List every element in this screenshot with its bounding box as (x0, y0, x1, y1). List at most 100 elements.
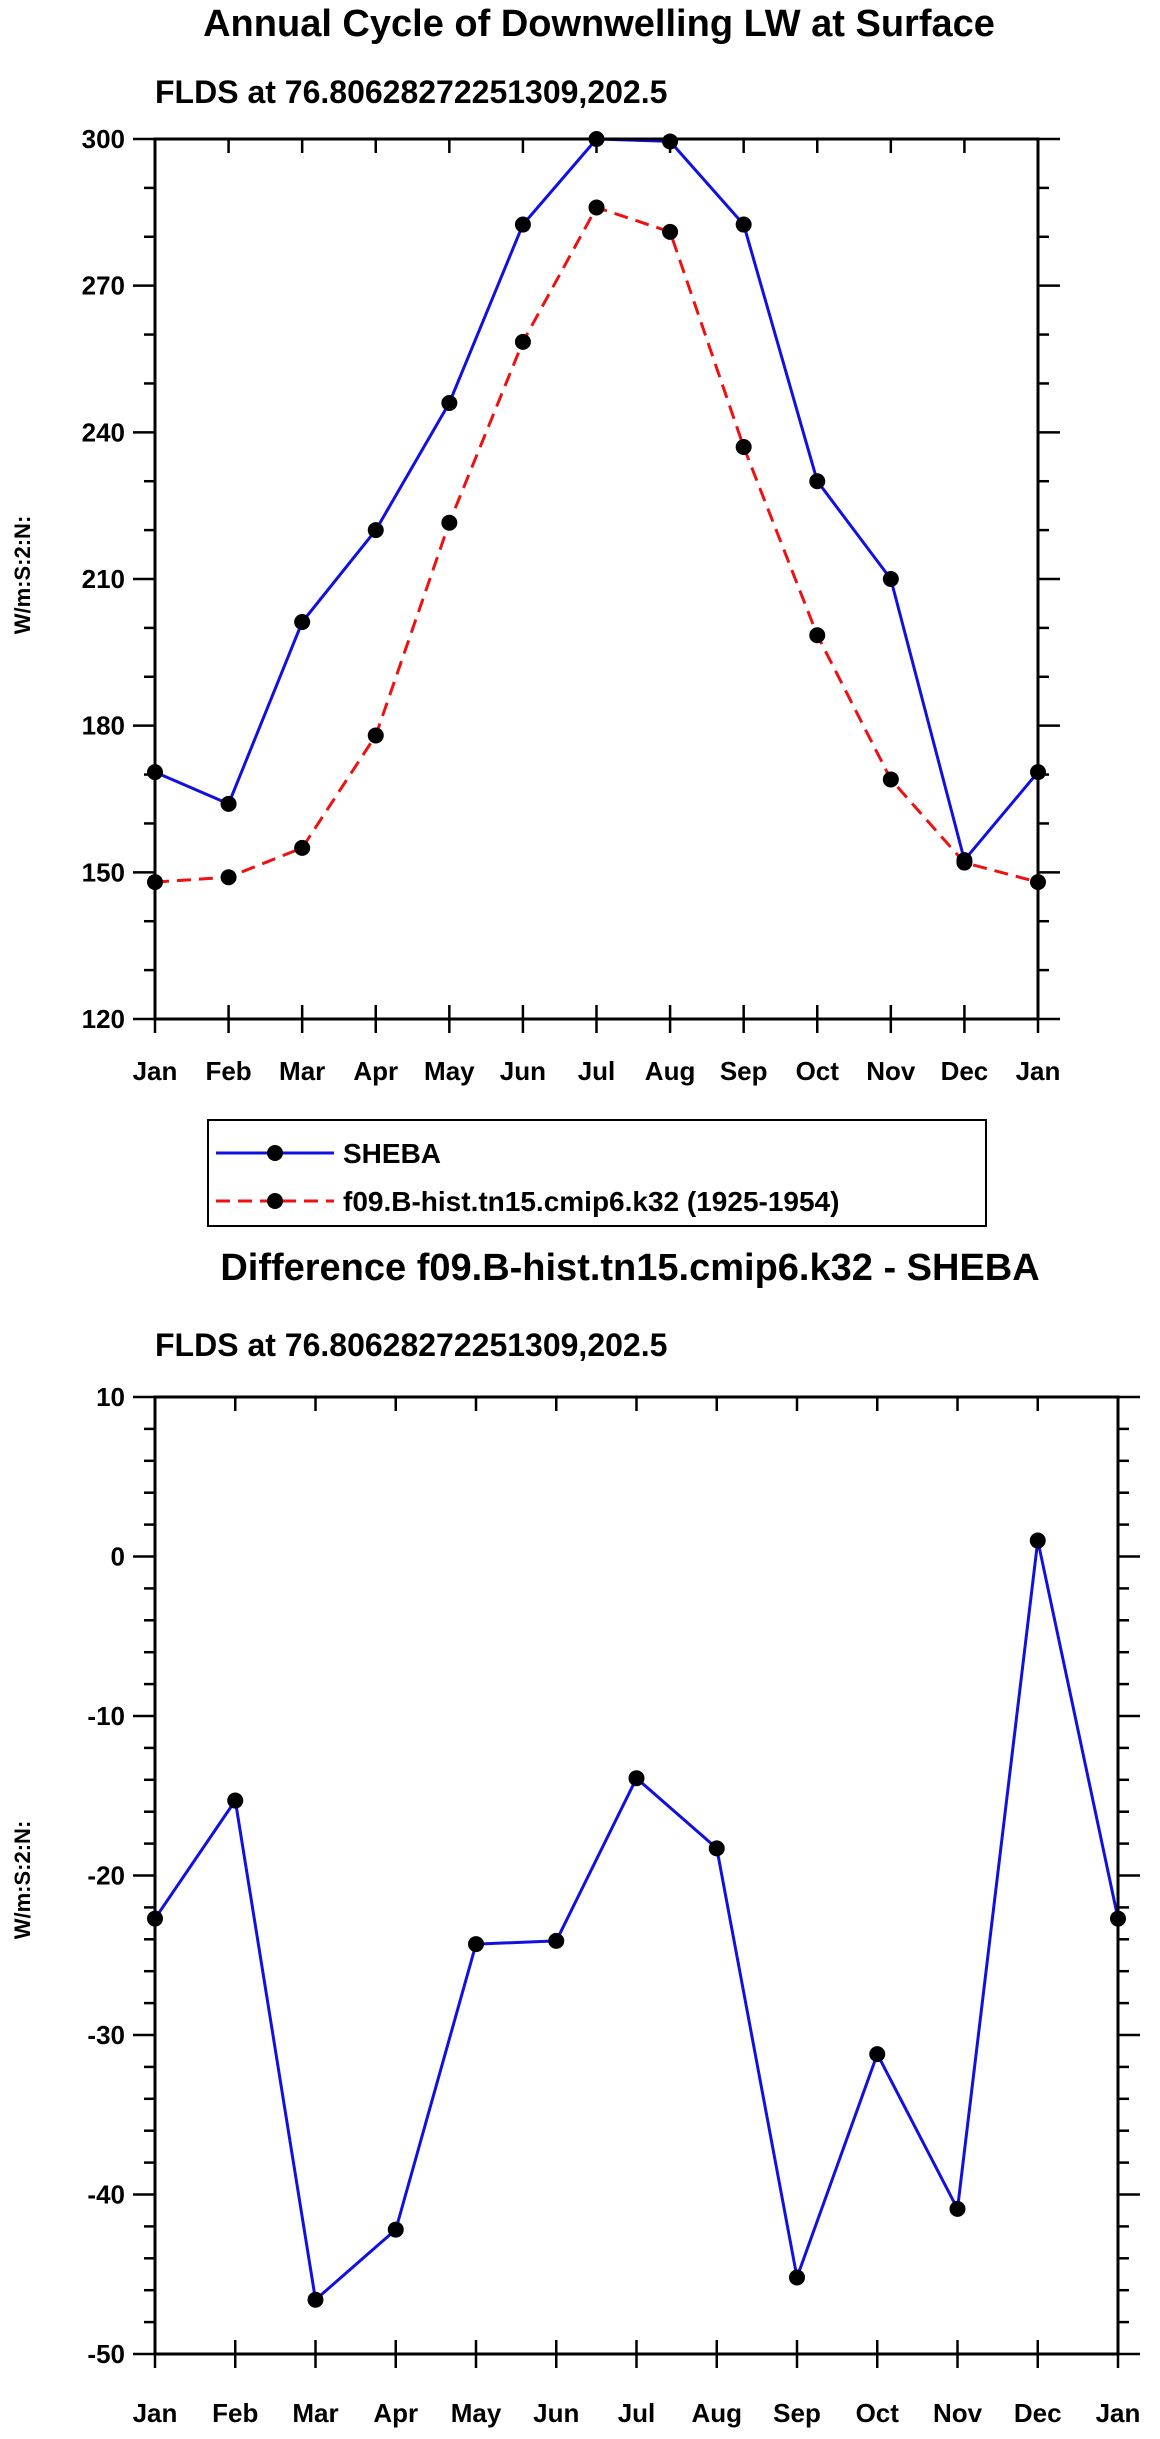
y-tick-label: 270 (82, 271, 125, 301)
data-point (227, 1792, 244, 1809)
y-tick-label: 0 (111, 1542, 125, 1572)
x-tick-label: Mar (279, 1056, 325, 1086)
x-tick-label: Aug (645, 1056, 696, 1086)
legend-model-marker (267, 1193, 283, 1209)
x-tick-label: Apr (373, 2398, 418, 2428)
data-point (735, 216, 752, 233)
legend-sheba-marker (267, 1145, 283, 1161)
x-tick-label: Apr (353, 1056, 398, 1086)
x-tick-label: Jul (578, 1056, 616, 1086)
data-point (882, 771, 899, 788)
y-tick-label: 180 (82, 711, 125, 741)
data-point (220, 869, 237, 886)
series-line-1 (154, 205, 1039, 884)
chart-2-y-tick-labels: -50 -40 -30 -20 -10 0 10 (87, 1382, 125, 2369)
chart-1-ylabel: W/m:S:2:N: (10, 516, 35, 635)
data-point (882, 571, 899, 587)
x-tick-label: Oct (796, 1056, 840, 1086)
data-point (441, 395, 458, 411)
x-tick-label: Mar (292, 2398, 338, 2428)
data-point (588, 199, 605, 216)
difference-chart: Difference f09.B-hist.tn15.cmip6.k32 - S… (10, 1247, 1140, 2428)
data-point (809, 473, 826, 490)
chart-2-x-tick-labels: Jan Feb Mar Apr May Jun Jul Aug Sep Oct Nov Dec Jan (133, 2398, 1141, 2428)
x-tick-label: Dec (941, 1056, 989, 1086)
x-tick-label: Jul (618, 2398, 656, 2428)
x-tick-label: Oct (856, 2398, 900, 2428)
data-point (662, 133, 679, 150)
legend: SHEBA f09.B-hist.tn15.cmip6.k32 (1925-19… (207, 1119, 987, 1227)
y-tick-label: -10 (87, 1701, 125, 1731)
chart-1-points (147, 131, 1046, 891)
data-point (869, 2046, 886, 2063)
chart-1-series (154, 137, 1040, 884)
chart-2-ylabel: W/m:S:2:N: (10, 1821, 35, 1940)
data-point (387, 2221, 404, 2238)
data-point (949, 2200, 966, 2217)
series-line-0 (153, 1539, 1120, 2302)
y-tick-label: -20 (87, 1861, 125, 1891)
x-tick-label: Jan (1096, 2398, 1141, 2428)
data-point (548, 1932, 565, 1949)
data-point (514, 333, 531, 350)
y-tick-label: 120 (82, 1004, 125, 1034)
data-point (789, 2269, 805, 2286)
chart-1-title: Annual Cycle of Downwelling LW at Surfac… (203, 3, 995, 45)
data-point (956, 854, 973, 871)
data-point (1029, 1532, 1046, 1549)
chart-2-points (147, 1532, 1126, 2308)
y-tick-label: -30 (87, 2020, 125, 2050)
data-point (662, 223, 679, 240)
data-point (809, 627, 826, 644)
data-point (514, 216, 531, 233)
x-tick-label: Dec (1014, 2398, 1062, 2428)
data-point (367, 522, 384, 539)
x-tick-label: Sep (720, 1056, 768, 1086)
chart-2-ticks (133, 1395, 1140, 2368)
chart-2-title: Difference f09.B-hist.tn15.cmip6.k32 - S… (220, 1247, 1039, 1289)
x-tick-label: May (451, 2398, 502, 2428)
x-tick-label: Nov (866, 1056, 916, 1086)
x-tick-label: Sep (773, 2398, 821, 2428)
y-tick-label: 10 (96, 1382, 125, 1412)
data-point (294, 839, 311, 856)
data-point (367, 727, 384, 744)
x-tick-label: Feb (205, 1056, 251, 1086)
data-point (468, 1936, 484, 1953)
x-tick-label: Jan (133, 1056, 178, 1086)
x-tick-label: Feb (212, 2398, 258, 2428)
legend-box (207, 1119, 987, 1227)
y-tick-label: 300 (82, 124, 125, 154)
chart-1-y-tick-labels: 120 150 180 210 240 270 300 (82, 124, 125, 1034)
chart-1-x-tick-labels: Jan Feb Mar Apr May Jun Jul Aug Sep Oct Nov Dec Jan (133, 1056, 1061, 1086)
chart-2-subtitle: FLDS at 76.80628272251309,202.5 (155, 1327, 667, 1363)
legend-model-label: f09.B-hist.tn15.cmip6.k32 (1925-1954) (343, 1186, 839, 1217)
y-tick-label: 210 (82, 564, 125, 594)
x-tick-label: May (424, 1056, 475, 1086)
data-point (735, 439, 752, 455)
series-line-0 (154, 137, 1040, 862)
x-tick-label: Jun (500, 1056, 546, 1086)
data-point (441, 514, 458, 531)
data-point (628, 1770, 645, 1787)
x-tick-label: Aug (691, 2398, 742, 2428)
data-point (307, 2291, 324, 2308)
y-tick-label: 150 (82, 857, 125, 887)
y-tick-label: 240 (82, 417, 125, 447)
data-point (294, 614, 311, 631)
x-tick-label: Nov (933, 2398, 983, 2428)
chart-1-plot-frame (153, 137, 1040, 1021)
legend-sheba-label: SHEBA (343, 1138, 441, 1169)
chart-2-series (153, 1539, 1120, 2302)
chart-1-subtitle: FLDS at 76.80628272251309,202.5 (155, 74, 667, 110)
y-tick-label: -40 (87, 2180, 125, 2210)
data-point (220, 795, 237, 812)
annual-cycle-chart: Annual Cycle of Downwelling LW at Surfac… (10, 3, 1060, 1086)
y-tick-label: -50 (87, 2339, 125, 2369)
chart-2-plot-frame (153, 1395, 1120, 2356)
chart-1-ticks (133, 137, 1060, 1033)
x-tick-label: Jun (533, 2398, 579, 2428)
data-point (708, 1840, 725, 1857)
x-tick-label: Jan (133, 2398, 178, 2428)
